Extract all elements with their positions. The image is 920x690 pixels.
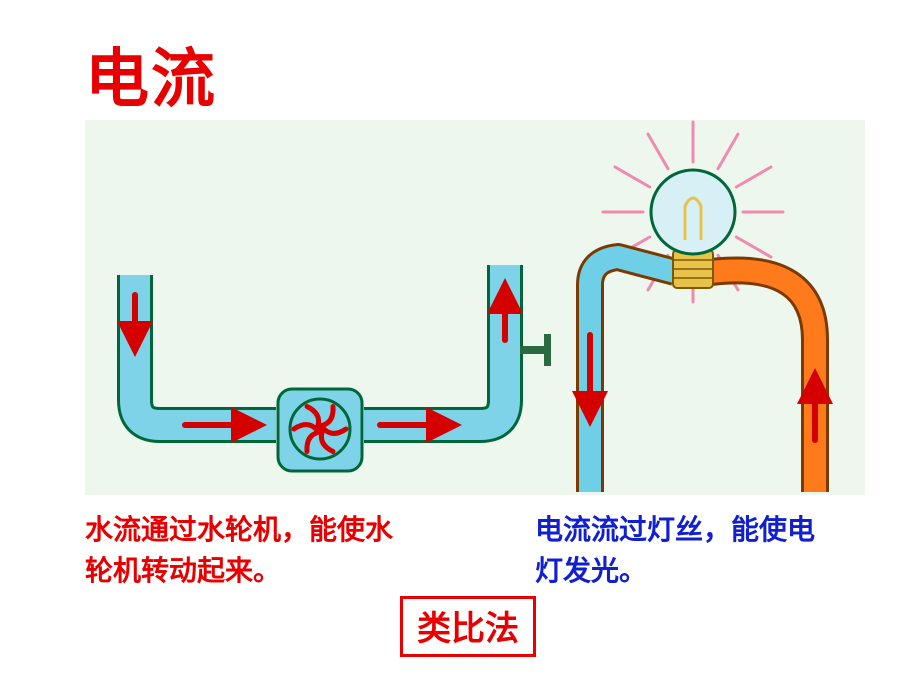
caption-electric: 电流流过灯丝，能使电 灯发光。 xyxy=(535,510,895,591)
diagram-area xyxy=(85,120,865,495)
page-title: 电流 xyxy=(85,28,217,120)
analogy-diagram xyxy=(85,120,865,495)
caption-water-line1: 水流通过水轮机，能使水 xyxy=(85,514,393,545)
caption-water: 水流通过水轮机，能使水 轮机转动起来。 xyxy=(85,510,515,591)
caption-electric-line2: 灯发光。 xyxy=(535,555,647,586)
caption-electric-line1: 电流流过灯丝，能使电 xyxy=(535,514,815,545)
caption-water-line2: 轮机转动起来。 xyxy=(85,555,281,586)
analogy-method-label: 类比法 xyxy=(400,596,536,657)
page: 电流 水流通过水轮机，能使水 轮机转动起来。 电流流过灯丝，能使电 灯发光。 类… xyxy=(0,0,920,690)
